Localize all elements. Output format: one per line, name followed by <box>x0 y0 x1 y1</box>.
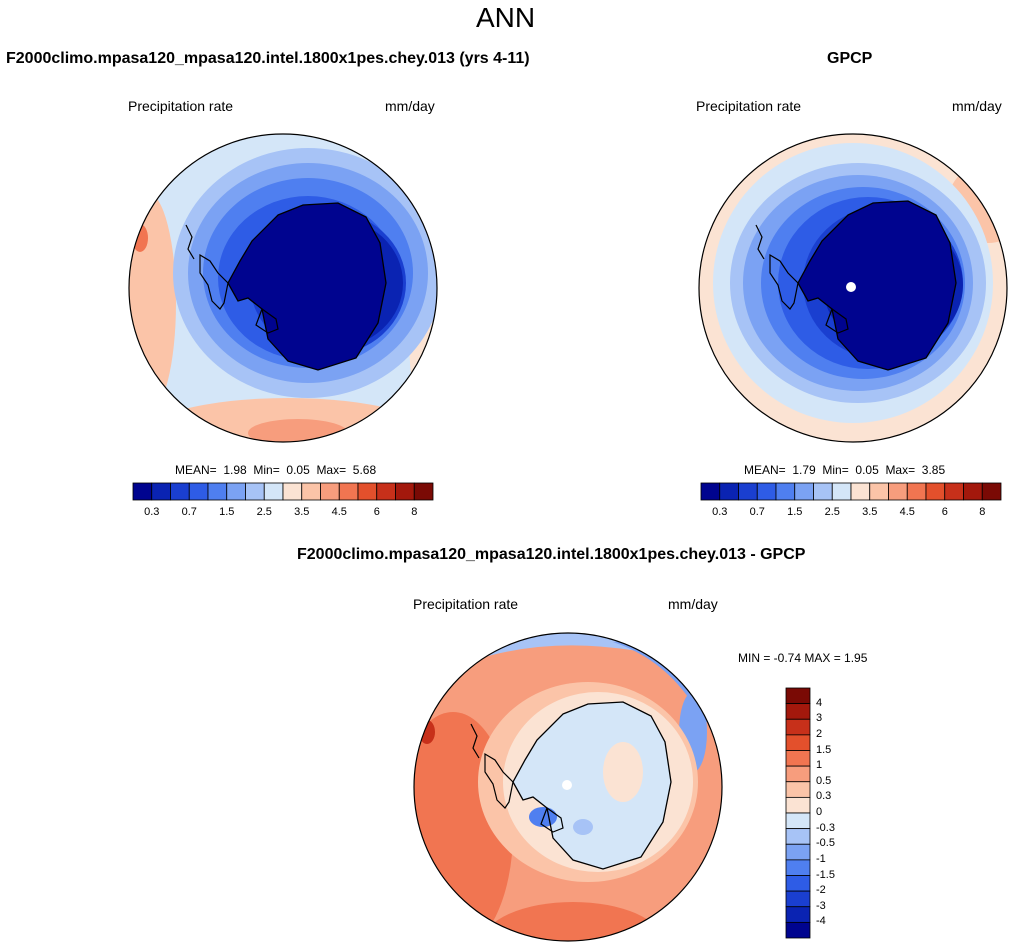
panel1-colorbar-tick-label: 0.7 <box>181 506 197 518</box>
panel2-colorbar-box <box>981 482 1002 501</box>
panel1-colorbar <box>132 482 434 501</box>
panel2-colorbar-box <box>888 482 908 501</box>
panel3-colorbar-box <box>785 781 811 798</box>
panel3-map <box>413 632 723 942</box>
panel3-colorbar-tick-label: -3 <box>816 899 826 912</box>
panel2-colorbar-tick-label: 1.5 <box>787 506 803 518</box>
panel1-stats: MEAN= 1.98 Min= 0.05 Max= 5.68 <box>175 463 377 477</box>
panel2-colorbar-box <box>906 482 927 501</box>
panel3-colorbar-box <box>785 875 811 892</box>
panel1-colorbar-tick-label: 0.3 <box>144 506 160 518</box>
panel1-colorbar-box <box>413 482 434 501</box>
panel2-colorbar-box <box>756 482 777 501</box>
panel3-colorbar-box <box>785 718 811 736</box>
panel2-colorbar-box <box>813 482 833 501</box>
main-title: ANN <box>475 2 536 33</box>
panel1-colorbar-tick-label: 1.5 <box>219 506 235 518</box>
panel3-colorbar-box <box>785 687 811 705</box>
panel3-title: F2000climo.mpasa120_mpasa120.intel.1800x… <box>297 546 806 563</box>
panel2-colorbar-tick-label: 0.3 <box>712 506 728 518</box>
panel3-colorbar-tick-label: -0.5 <box>816 837 835 850</box>
panel1-colorbar-box <box>226 482 246 501</box>
panel3-colorbar-tick-label: 4 <box>816 696 823 709</box>
panel3-colorbar-box <box>785 703 811 720</box>
panel2-colorbar-box <box>719 482 739 501</box>
panel1-colorbar-box <box>263 482 284 501</box>
panel3-colorbar-tick-label: -4 <box>816 915 826 928</box>
panel1-colorbar-box <box>151 482 171 501</box>
panel2-colorbar-tick-label: 2.5 <box>824 506 840 518</box>
panel1-colorbar-tick-label: 2.5 <box>256 506 272 518</box>
panel2-title: GPCP <box>827 50 873 67</box>
panel1-units: mm/day <box>385 98 435 114</box>
panel2-colorbar-box <box>738 482 758 501</box>
panel3-units: mm/day <box>668 596 718 612</box>
panel3-colorbar-box <box>785 859 811 876</box>
panel2-colorbar-box <box>963 482 983 501</box>
panel3-colorbar-box <box>785 843 811 861</box>
panel3-colorbar-tick-label: -1.5 <box>816 868 835 881</box>
panel3-variable: Precipitation rate <box>413 596 519 612</box>
panel2-colorbar-box <box>831 482 852 501</box>
panel2-colorbar-tick-label: 4.5 <box>899 506 915 518</box>
panel1-colorbar-box <box>357 482 378 501</box>
panel2-colorbar-tick-label: 0.7 <box>749 506 765 518</box>
panel3-colorbar-box <box>785 734 811 751</box>
panel3-colorbar-box <box>785 765 811 783</box>
panel2-colorbar-box <box>700 482 721 501</box>
panel1-colorbar-tick-label: 3.5 <box>294 506 310 518</box>
panel3-colorbar-tick-label: -1 <box>816 852 826 865</box>
panel1-colorbar-box <box>301 482 321 501</box>
panel3-colorbar-tick-label: -0.3 <box>816 821 835 834</box>
panel1-colorbar-box <box>132 482 153 501</box>
panel2-colorbar-tick-label: 8 <box>979 506 986 518</box>
panel2-colorbar-box <box>869 482 889 501</box>
panel2-stats: MEAN= 1.79 Min= 0.05 Max= 3.85 <box>744 463 946 477</box>
panel3-colorbar-box <box>785 890 811 908</box>
panel2-map <box>698 133 1008 443</box>
panel2-colorbar-box <box>925 482 946 501</box>
panel1-colorbar-box <box>376 482 396 501</box>
panel2-colorbar-box <box>850 482 871 501</box>
panel3-colorbar-box <box>785 750 811 767</box>
panel3-colorbar-tick-label: 3 <box>816 712 823 725</box>
panel1-colorbar-box <box>170 482 190 501</box>
panel3-colorbar-tick-label: 2 <box>816 727 823 740</box>
panel1-variable: Precipitation rate <box>128 98 234 114</box>
panel1-colorbar-tick-label: 4.5 <box>331 506 347 518</box>
panel3-minmax: MIN = -0.74 MAX = 1.95 <box>738 651 868 665</box>
panel3-colorbar-tick-label: 0 <box>816 806 823 818</box>
panel3-colorbar-tick-label: 0.5 <box>816 774 832 787</box>
panel1-colorbar-box <box>282 482 303 501</box>
panel2-variable: Precipitation rate <box>696 98 802 114</box>
panel1-colorbar-box <box>207 482 228 501</box>
panel3-colorbar-tick-label: -2 <box>816 884 826 897</box>
panel2-units: mm/day <box>952 98 1002 114</box>
panel1-title: F2000climo.mpasa120_mpasa120.intel.1800x… <box>6 50 530 67</box>
panel3-colorbar-tick-label: 1 <box>816 759 823 772</box>
panel2-colorbar-box <box>794 482 814 501</box>
panel3-colorbar-box <box>785 906 811 923</box>
panel2-colorbar-box <box>944 482 964 501</box>
panel3-colorbar-tick-label: 1.5 <box>816 743 832 756</box>
panel3-colorbar <box>785 687 811 939</box>
panel3-colorbar-box <box>785 921 811 939</box>
panel3-colorbar-box <box>785 796 811 814</box>
panel3-colorbar-box <box>785 812 811 830</box>
panel1-colorbar-tick-label: 6 <box>373 506 380 518</box>
panel3-colorbar-tick-label: 0.3 <box>816 790 832 803</box>
panel2-colorbar-box <box>775 482 796 501</box>
panel1-colorbar-box <box>245 482 265 501</box>
panel1-colorbar-box <box>320 482 340 501</box>
panel1-colorbar-box <box>188 482 209 501</box>
panel2-colorbar-tick-label: 6 <box>941 506 948 518</box>
panel1-colorbar-box <box>338 482 359 501</box>
panel1-colorbar-box <box>395 482 415 501</box>
panel1-colorbar-tick-label: 8 <box>411 506 418 518</box>
panel2-colorbar <box>700 482 1002 501</box>
panel2-colorbar-tick-label: 3.5 <box>862 506 878 518</box>
panel1-map <box>128 133 438 443</box>
panel3-colorbar-box <box>785 828 811 845</box>
